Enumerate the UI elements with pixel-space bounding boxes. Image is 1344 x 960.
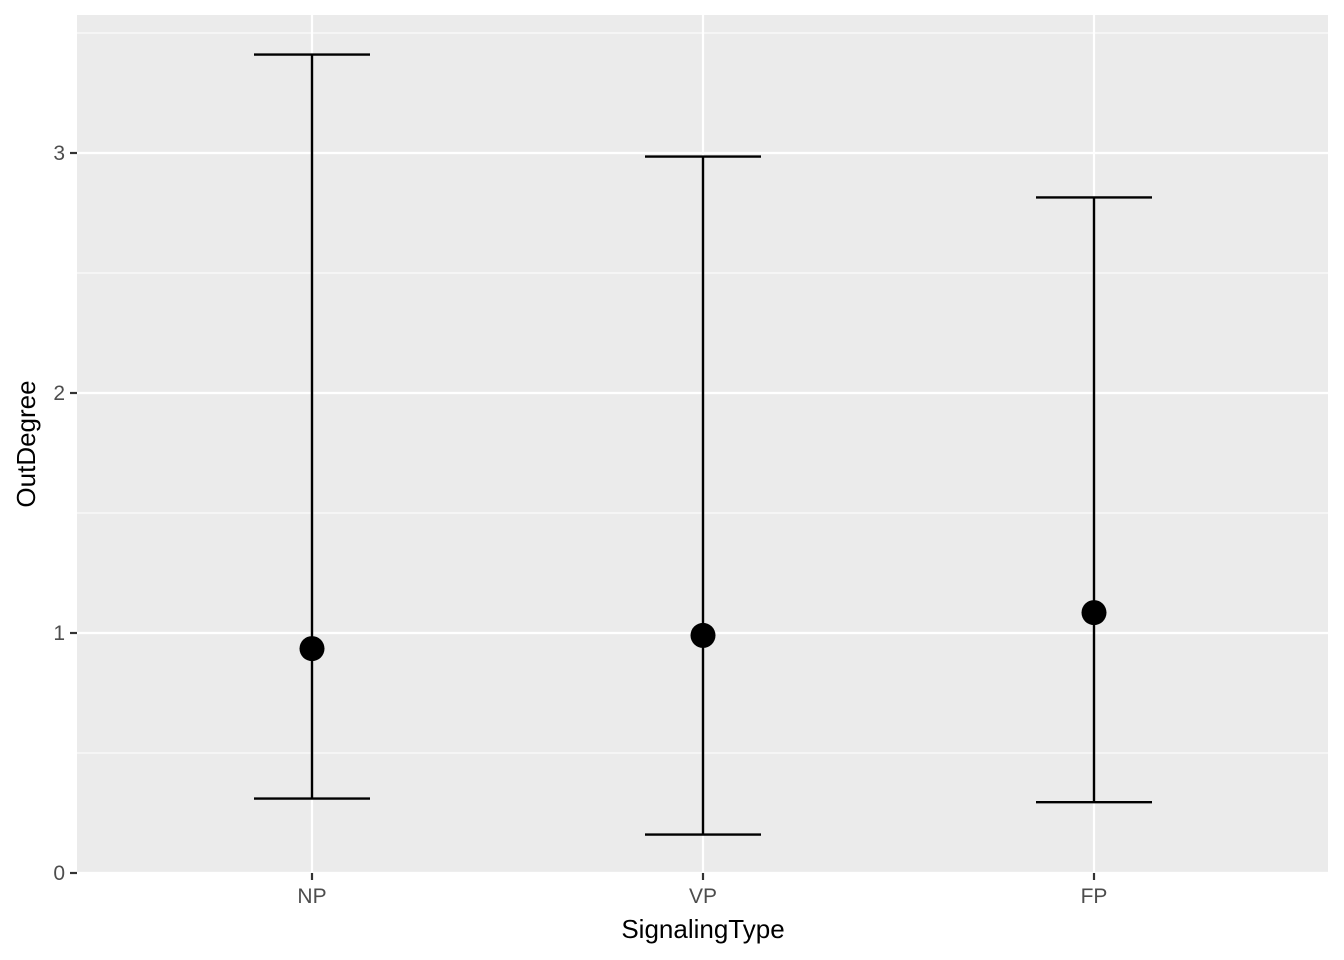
y-tick-label: 2 xyxy=(53,382,65,405)
x-tick-label: FP xyxy=(1081,885,1108,908)
error-bars xyxy=(254,53,1152,836)
x-axis-title: SignalingType xyxy=(621,914,784,944)
x-tick-label: NP xyxy=(297,885,326,908)
mean-point-np xyxy=(299,636,325,662)
y-tick-label: 0 xyxy=(53,862,65,885)
y-axis-title: OutDegree xyxy=(11,380,41,507)
mean-point-vp xyxy=(690,622,716,648)
y-tick-label: 3 xyxy=(53,142,65,165)
x-axis: NP VP FP xyxy=(297,873,1107,908)
mean-point-fp xyxy=(1081,600,1107,626)
y-tick-label: 1 xyxy=(53,622,65,645)
x-tick-label: VP xyxy=(689,885,717,908)
y-axis: 0 1 2 3 xyxy=(53,142,77,885)
